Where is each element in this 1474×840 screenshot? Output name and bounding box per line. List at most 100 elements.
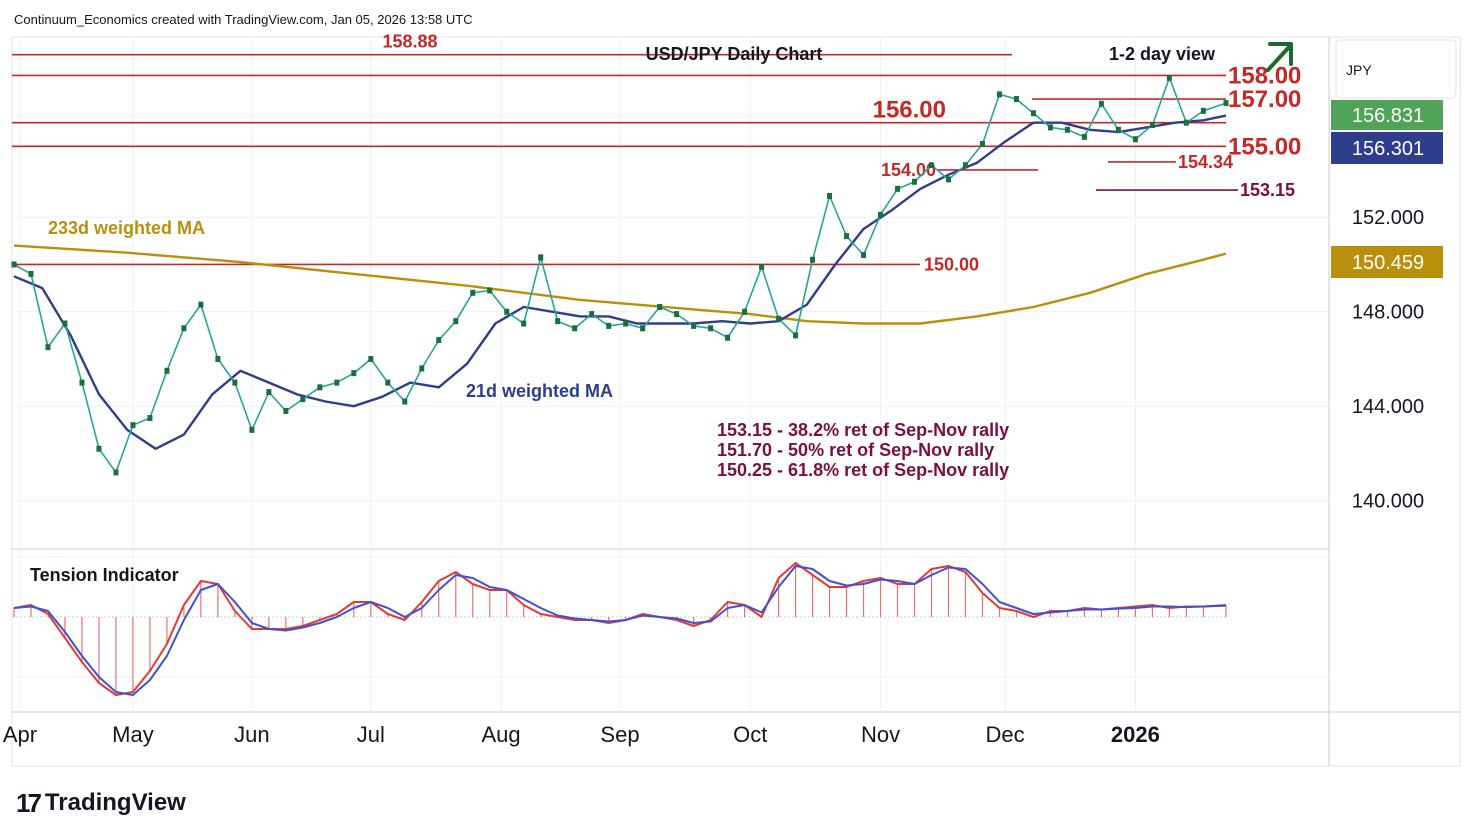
price-point xyxy=(1115,126,1121,133)
price-point xyxy=(725,334,731,341)
price-point xyxy=(742,308,748,315)
price-point xyxy=(657,303,663,310)
price-point xyxy=(606,322,612,329)
last-price-badge xyxy=(1331,100,1443,130)
price-tick-label: 148.000 xyxy=(1352,302,1424,324)
price-point xyxy=(572,325,578,332)
last-price-text: 156.831 xyxy=(1352,105,1424,127)
level-label: 156.00 xyxy=(873,97,946,124)
tradingview-mark-icon: 17 xyxy=(16,787,42,818)
price-point xyxy=(1223,100,1229,107)
attribution-text: Continuum_Economics created with Trading… xyxy=(14,12,473,27)
price-point xyxy=(419,365,425,372)
price-point xyxy=(334,379,340,386)
price-point xyxy=(300,396,306,403)
ma233-annotation: 233d weighted MA xyxy=(48,218,205,238)
axis-ticks: 152.000 148.000 144.000 140.000 Apr May Jun Jul… xyxy=(3,207,1424,747)
time-tick-label: Oct xyxy=(733,722,767,747)
price-tick-label: 144.000 xyxy=(1352,396,1424,418)
time-tick-label: Dec xyxy=(986,722,1025,747)
price-point xyxy=(827,192,833,199)
price-point xyxy=(521,320,527,327)
tension-indicator-pane xyxy=(12,556,1329,696)
retracement-note-2: 151.70 - 50% ret of Sep-Nov rally xyxy=(717,440,994,460)
price-point xyxy=(878,211,884,218)
price-point xyxy=(62,320,68,327)
level-label: 153.15 xyxy=(1240,180,1295,200)
price-point xyxy=(487,287,493,294)
price-point xyxy=(249,426,255,433)
level-lines: 158.88158.00157.00156.00155.00154.34154.… xyxy=(12,32,1301,274)
price-point xyxy=(45,344,51,351)
price-point xyxy=(1064,126,1070,133)
time-tick-label: Aug xyxy=(481,722,520,747)
price-point xyxy=(385,379,391,386)
tradingview-wordmark: TradingView xyxy=(44,789,186,816)
price-point xyxy=(402,398,408,405)
price-point xyxy=(1149,122,1155,129)
time-tick-label: May xyxy=(112,722,154,747)
currency-label: JPY xyxy=(1346,62,1372,78)
price-point xyxy=(844,233,850,240)
time-tick-label: Sep xyxy=(600,722,639,747)
price-point xyxy=(317,384,323,391)
tradingview-logo[interactable]: 17 TradingView xyxy=(16,788,186,818)
price-point xyxy=(589,311,595,318)
close-price-line xyxy=(13,77,1227,474)
price-point xyxy=(504,308,510,315)
tension-indicator-label: Tension Indicator xyxy=(30,565,179,585)
chart-subtitle: 1-2 day view xyxy=(1109,44,1216,64)
price-point xyxy=(11,261,17,268)
price-point xyxy=(130,422,136,429)
price-point xyxy=(996,91,1002,98)
price-point xyxy=(691,322,697,329)
price-point xyxy=(759,263,765,270)
price-point xyxy=(674,311,680,318)
price-point xyxy=(1183,119,1189,126)
price-point xyxy=(164,367,170,374)
retracement-note-1: 153.15 - 38.2% ret of Sep-Nov rally xyxy=(717,420,1009,440)
price-point xyxy=(1166,74,1172,81)
price-point xyxy=(1013,96,1019,103)
price-point xyxy=(1030,110,1036,117)
price-point xyxy=(861,252,867,259)
price-point xyxy=(28,270,34,277)
price-point xyxy=(79,379,85,386)
level-label: 158.00 xyxy=(1228,62,1301,89)
price-tick-label: 140.000 xyxy=(1352,491,1424,513)
price-point xyxy=(962,162,968,169)
price-point xyxy=(351,370,357,377)
level-label: 158.88 xyxy=(382,32,437,52)
price-point xyxy=(623,320,629,327)
price-point xyxy=(1132,136,1138,143)
price-point xyxy=(912,178,918,185)
price-point xyxy=(1047,124,1053,131)
price-point xyxy=(776,315,782,322)
chart-title: USD/JPY Daily Chart xyxy=(646,44,823,64)
price-point xyxy=(113,469,119,476)
price-point xyxy=(147,415,153,422)
time-tick-label: Nov xyxy=(861,722,900,747)
time-tick-label: Jun xyxy=(234,722,269,747)
price-point xyxy=(895,185,901,192)
ma21-annotation: 21d weighted MA xyxy=(466,381,613,401)
currency-box[interactable] xyxy=(1335,39,1457,99)
price-point xyxy=(538,254,544,261)
moving-average-line xyxy=(13,114,1227,450)
price-point xyxy=(1098,100,1104,107)
price-point xyxy=(1081,133,1087,140)
price-point xyxy=(928,162,934,169)
price-point xyxy=(470,289,476,296)
price-point xyxy=(266,389,272,396)
trend-arrow-up-icon xyxy=(1266,42,1293,72)
chart-frame xyxy=(11,36,1461,767)
price-point xyxy=(436,337,442,344)
price-point xyxy=(96,445,102,452)
retracement-note-3: 150.25 - 61.8% ret of Sep-Nov rally xyxy=(717,460,1009,480)
price-point xyxy=(640,325,646,332)
price-point xyxy=(979,140,985,147)
price-point xyxy=(810,256,816,263)
price-point xyxy=(945,176,951,183)
series-lines xyxy=(11,74,1229,476)
